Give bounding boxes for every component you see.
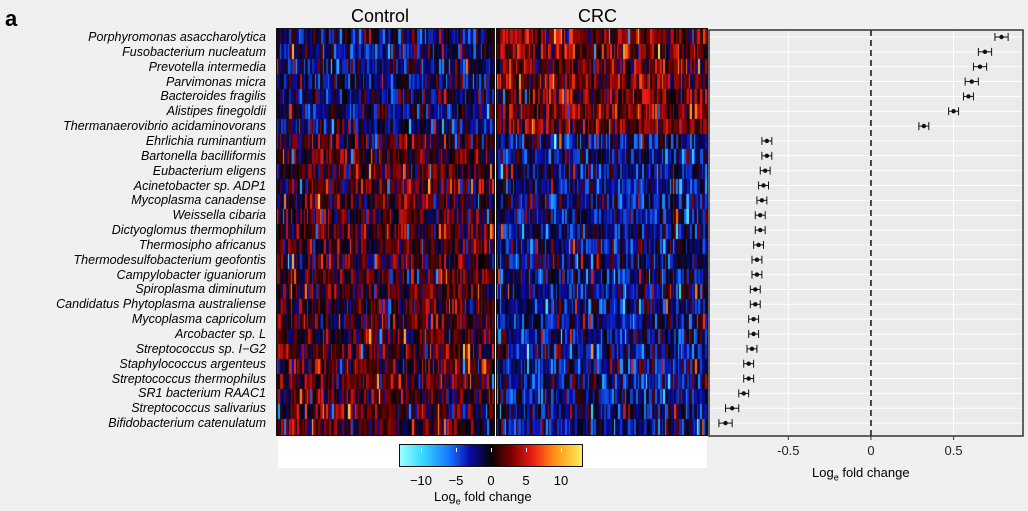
species-label: Acinetobacter sp. ADP1 bbox=[133, 178, 266, 193]
species-label: Eubacterium eligens bbox=[152, 163, 266, 178]
point-estimate bbox=[977, 64, 983, 69]
point-estimate bbox=[751, 316, 756, 322]
heatmap-control bbox=[276, 28, 495, 436]
colorbar-tick-label: −5 bbox=[448, 473, 464, 488]
species-label: Mycoplasma canadense bbox=[131, 193, 266, 208]
point-estimate bbox=[746, 361, 751, 366]
colorbar-tick-label: 5 bbox=[522, 473, 530, 488]
point-estimate bbox=[758, 213, 763, 218]
species-label: Thermosipho africanus bbox=[138, 237, 266, 252]
point-estimate bbox=[951, 109, 956, 114]
forest-plot-background bbox=[709, 30, 1023, 436]
point-estimate bbox=[761, 183, 766, 188]
point-estimate bbox=[764, 138, 770, 144]
species-label: Ehrlichia ruminantium bbox=[145, 133, 266, 148]
forest-plot-xlabel: Loge fold change bbox=[812, 465, 910, 483]
colorbar-tick-mark bbox=[561, 448, 562, 452]
species-label: Streptococcus salivarius bbox=[131, 401, 266, 416]
x-tick-label: 0 bbox=[867, 443, 874, 458]
point-estimate bbox=[746, 376, 751, 381]
species-label: Alistipes finegoldii bbox=[166, 104, 266, 119]
point-estimate bbox=[982, 49, 988, 55]
point-estimate bbox=[723, 420, 728, 426]
point-estimate bbox=[758, 227, 763, 233]
point-estimate bbox=[754, 257, 760, 262]
species-label: Streptococcus thermophilus bbox=[111, 371, 266, 386]
species-label: Dictyoglomus thermophilum bbox=[111, 223, 266, 238]
species-label: Porphyromonas asaccharolytica bbox=[88, 30, 266, 44]
point-estimate bbox=[753, 302, 758, 307]
species-label: Thermanaerovibrio acidaminovorans bbox=[63, 119, 266, 134]
point-estimate bbox=[751, 331, 756, 337]
forest-plot-frame bbox=[708, 29, 1024, 437]
point-estimate bbox=[966, 94, 971, 99]
species-label: Streptococcus sp. I−G2 bbox=[135, 341, 266, 356]
species-label: Bifidobacterium catenulatum bbox=[108, 416, 266, 431]
species-label: SR1 bacterium RAAC1 bbox=[138, 386, 266, 401]
species-label: Prevotella intermedia bbox=[148, 59, 266, 74]
heatmap-title-crc: CRC bbox=[578, 6, 617, 26]
point-estimate bbox=[754, 272, 760, 277]
point-estimate bbox=[729, 406, 735, 411]
point-estimate bbox=[999, 34, 1004, 40]
point-estimate bbox=[759, 198, 765, 203]
point-estimate bbox=[969, 79, 974, 84]
colorbar-tick-mark bbox=[491, 448, 492, 452]
point-estimate bbox=[741, 391, 746, 396]
point-estimate bbox=[753, 287, 758, 292]
species-label: Parvimonas micra bbox=[165, 74, 266, 89]
species-label: Mycoplasma capricolum bbox=[131, 312, 266, 327]
colorbar-tick-mark bbox=[421, 448, 422, 452]
species-label: Spiroplasma diminutum bbox=[135, 282, 266, 297]
colorbar-tick-mark bbox=[456, 448, 457, 452]
colorbar-title: Loge fold change bbox=[434, 489, 532, 507]
heatmap-crc bbox=[496, 28, 708, 436]
point-estimate bbox=[921, 123, 927, 129]
point-estimate bbox=[756, 242, 761, 248]
colorbar-tick-label: 10 bbox=[553, 473, 569, 488]
species-label: Staphylococcus argenteus bbox=[119, 356, 266, 371]
colorbar-tick-mark bbox=[526, 448, 527, 452]
x-tick-label: -0.5 bbox=[777, 443, 799, 458]
species-label: Fusobacterium nucleatum bbox=[122, 44, 266, 59]
colorbar bbox=[399, 444, 583, 467]
species-label: Thermodesulfobacterium geofontis bbox=[73, 252, 266, 267]
species-label: Weissella cibaria bbox=[172, 208, 266, 223]
colorbar-tick-label: −10 bbox=[409, 473, 433, 488]
point-estimate bbox=[764, 153, 770, 158]
species-label: Campylobacter iguaniorum bbox=[116, 267, 266, 282]
species-label: Bacteroides fragilis bbox=[160, 89, 266, 104]
species-label: Bartonella bacilliformis bbox=[140, 148, 266, 163]
colorbar-tick-label: 0 bbox=[487, 473, 495, 488]
species-label: Candidatus Phytoplasma australiense bbox=[56, 297, 266, 312]
panel-label: a bbox=[5, 6, 18, 31]
x-tick-label: 0.5 bbox=[945, 443, 963, 458]
species-label: Arcobacter sp. L bbox=[174, 327, 266, 341]
point-estimate bbox=[749, 346, 755, 352]
heatmap-title-control: Control bbox=[351, 6, 410, 26]
point-estimate bbox=[762, 168, 768, 173]
forest-plot: -0.5 0 0.5 bbox=[708, 29, 1024, 458]
